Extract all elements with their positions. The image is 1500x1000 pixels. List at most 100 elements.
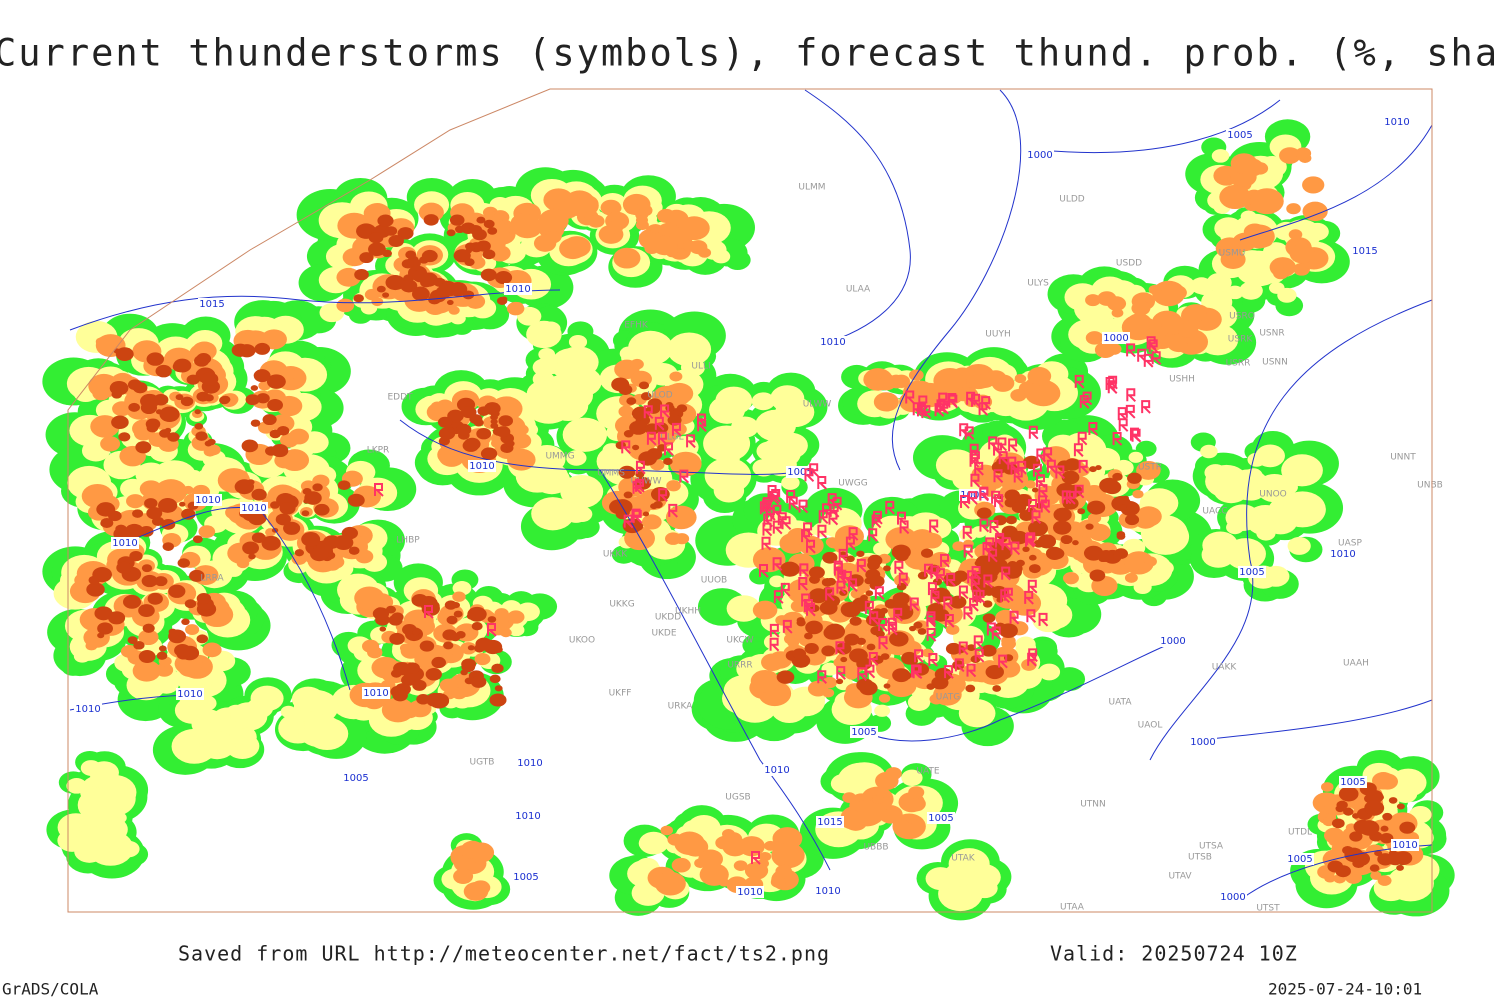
shade-blob [198, 731, 236, 760]
shade-blob [770, 385, 805, 412]
shade-blob [430, 401, 444, 412]
shade-blob [901, 651, 918, 665]
storm-symbol [865, 664, 876, 679]
shade-blob [1295, 147, 1312, 160]
station-label: URRR [727, 661, 752, 671]
isobar-label: 1015 [1352, 246, 1377, 257]
shade-blob [633, 340, 668, 367]
isobar [891, 89, 1022, 471]
shade-blob [1338, 786, 1359, 802]
shade-blob [1382, 812, 1393, 821]
shade-blob [347, 493, 365, 507]
shade-blob [397, 227, 414, 240]
shade-blob [751, 392, 775, 411]
station-label: USHH [1169, 375, 1195, 385]
station-label: UKDD [655, 613, 681, 623]
shade-blob [254, 342, 271, 355]
shade-blob [571, 506, 593, 522]
isobar [1239, 124, 1433, 241]
isobar-label-bg [1339, 776, 1367, 788]
storm-symbol [885, 500, 895, 515]
shade-blob [901, 640, 922, 656]
shade-blob [1279, 491, 1326, 528]
shade-blob [776, 670, 795, 684]
storm-symbol [888, 621, 898, 636]
isobar [1199, 699, 1433, 741]
storm-symbol [374, 483, 384, 497]
shade-blob [146, 423, 159, 433]
storm-symbol [686, 434, 696, 449]
shade-blob [844, 633, 860, 646]
shade-blob [1365, 806, 1375, 814]
shade-blob [412, 629, 421, 636]
shade-blob [454, 225, 465, 234]
shade-blob [1365, 789, 1384, 804]
isobar-label-bg [468, 460, 496, 472]
isobar-label-bg [1391, 839, 1419, 851]
shade-blob [533, 234, 557, 252]
shade-blob [925, 867, 956, 891]
station-label: ULOL [660, 433, 683, 443]
shade-blob [1396, 864, 1404, 871]
storm-symbol [632, 480, 643, 495]
storm-symbol [973, 635, 984, 650]
shade-blob [1302, 176, 1325, 194]
storm-symbol [979, 518, 990, 533]
shade-blob [132, 509, 144, 518]
shade-blob [666, 480, 681, 492]
map-title: Current thunderstorms (symbols), forecas… [0, 32, 1500, 75]
shade-blob [878, 694, 891, 703]
storm-symbol [1027, 579, 1038, 594]
shade-blob [147, 592, 163, 605]
storm-symbol [944, 665, 954, 679]
isobar-label-bg [1219, 891, 1247, 903]
storm-symbol [773, 590, 784, 604]
shade-blob [883, 683, 891, 689]
storm-symbol [643, 405, 654, 419]
shade-blob [1399, 821, 1416, 834]
shade-blob [694, 858, 707, 869]
shade-blob [250, 385, 259, 391]
shade-blob [242, 541, 260, 555]
storm-symbol [658, 488, 668, 502]
shade-blob [1027, 367, 1052, 386]
shade-blob [127, 636, 138, 645]
storm-symbol [1038, 612, 1049, 627]
shade-blob [933, 367, 967, 394]
isobar-label: 1010 [517, 758, 542, 769]
shade-blob [704, 457, 751, 494]
storm-symbol [763, 513, 774, 528]
shade-blob [563, 236, 591, 258]
shade-blob [1085, 523, 1094, 530]
shade-blob [302, 487, 312, 495]
shade-blob [1322, 816, 1335, 827]
storm-symbol [869, 611, 879, 625]
shade-blob [1028, 554, 1037, 561]
station-label: LRRA [200, 574, 224, 584]
shade-blob [935, 449, 977, 481]
station-label: LHBP [396, 536, 420, 546]
storm-symbol [786, 490, 796, 504]
shade-blob [1287, 537, 1311, 555]
shade-blob [174, 644, 191, 657]
shade-blob [456, 423, 472, 436]
shade-blob [865, 590, 874, 597]
isobar-label-bg [240, 502, 268, 514]
shade-blob [982, 600, 993, 608]
station-label: UKKG [609, 600, 634, 610]
shade-blob [391, 612, 404, 622]
station-label: ULLI [691, 362, 710, 372]
storm-symbol [798, 577, 808, 591]
shade-blob [393, 661, 411, 676]
shade-blob [856, 550, 865, 557]
shade-blob [291, 686, 325, 712]
storm-symbol [960, 495, 970, 509]
shade-blob [275, 513, 291, 526]
shade-blob [337, 480, 351, 491]
shade-blob [414, 651, 435, 668]
shade-blob [1072, 540, 1079, 546]
shade-blob [447, 409, 464, 423]
shade-blob [1122, 495, 1129, 501]
station-label: USDD [1116, 259, 1142, 269]
station-label: UKDE [651, 629, 676, 639]
